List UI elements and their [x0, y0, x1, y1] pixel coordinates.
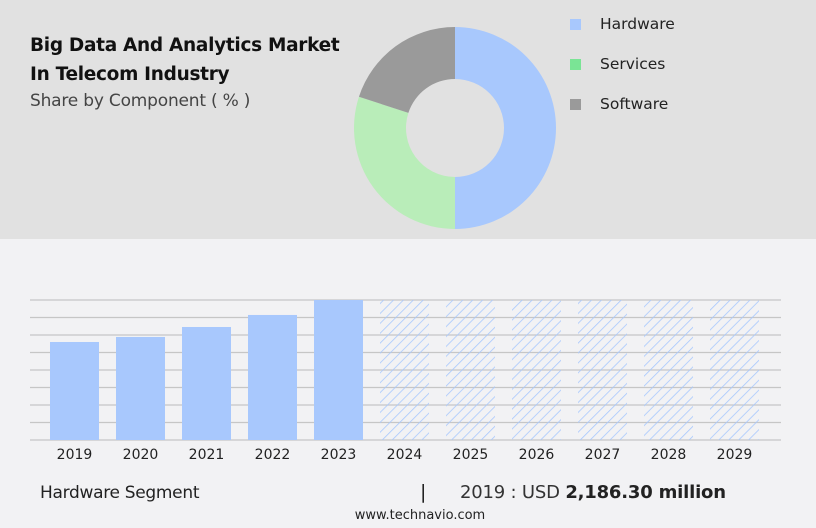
x-tick-2027: 2027: [585, 447, 621, 463]
forecast-bar-2028: [644, 300, 693, 440]
bar-2023: [314, 300, 363, 440]
chart-subtitle: Share by Component ( % ): [30, 91, 251, 111]
url-text: www.technavio.com: [354, 508, 486, 523]
bar-2020: [116, 336, 165, 440]
value-amount: 2,186.30 million: [565, 482, 726, 503]
value-prefix: 2019 : USD: [460, 482, 560, 503]
source-url: www.technavio.com: [0, 508, 816, 523]
segment-label: Hardware Segment: [40, 483, 200, 503]
legend-swatch-hardware: [570, 18, 581, 30]
bar-chart: 2019 2020 2021 2022 2023 2024 2025 2026 2027 2028…: [30, 299, 781, 463]
x-tick-2023: 2023: [321, 447, 357, 463]
segment-value: 2019 : USD 2,186.30 million: [460, 482, 726, 503]
forecast-bar-2027: [578, 300, 627, 440]
top-panel: Big Data And Analytics Market In Telecom…: [0, 0, 816, 239]
title-line-1: Big Data And Analytics Market: [30, 35, 340, 56]
legend-label: Services: [600, 55, 666, 73]
x-tick-2025: 2025: [453, 447, 489, 463]
forecast-bar-2029: [710, 300, 759, 440]
donut-slice-hardware: [455, 27, 556, 229]
legend-swatch-software: [570, 98, 581, 110]
forecast-bar-2026: [512, 300, 561, 440]
donut-slice-services: [354, 96, 455, 230]
legend-item-hardware: Hardware: [570, 12, 675, 36]
x-tick-2020: 2020: [123, 447, 159, 463]
x-tick-2029: 2029: [717, 447, 753, 463]
legend-swatch-services: [570, 58, 581, 70]
x-tick-2019: 2019: [57, 447, 93, 463]
donut-slice-software: [358, 27, 455, 113]
legend-label: Software: [600, 95, 669, 113]
x-tick-2028: 2028: [651, 447, 687, 463]
x-tick-2024: 2024: [387, 447, 423, 463]
legend-label: Hardware: [600, 15, 675, 33]
donut-chart: [354, 27, 556, 230]
forecast-bar-2024: [380, 300, 429, 440]
legend-item-services: Services: [570, 52, 665, 76]
legend-item-software: Software: [570, 92, 668, 116]
title-line-2: In Telecom Industry: [30, 64, 230, 85]
chart-title: Big Data And Analytics Market In Telecom…: [30, 31, 340, 89]
x-tick-2026: 2026: [519, 447, 555, 463]
x-tick-2022: 2022: [255, 447, 291, 463]
bar-2019: [50, 341, 99, 440]
forecast-bar-2025: [446, 300, 495, 440]
x-tick-2021: 2021: [189, 447, 225, 463]
bar-2022: [248, 314, 297, 440]
bar-2021: [182, 326, 231, 440]
footer-separator: |: [420, 481, 427, 503]
